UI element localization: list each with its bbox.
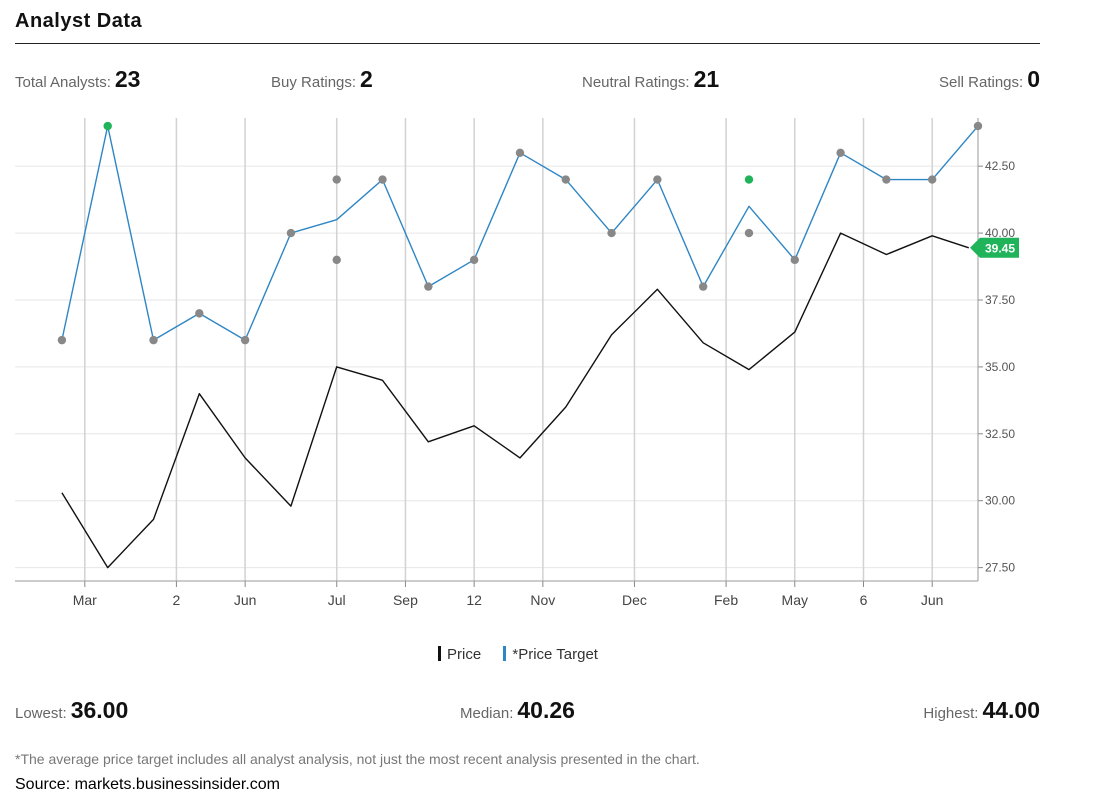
legend-swatch-price xyxy=(438,646,441,661)
neutral-rating-point xyxy=(332,255,341,265)
highest-label: Highest: xyxy=(923,705,979,722)
x-tick-label: Nov xyxy=(530,592,555,608)
neutral-rating-point xyxy=(286,228,296,238)
median-value: 40.26 xyxy=(517,697,575,723)
sell-ratings-value: 0 xyxy=(1027,66,1040,92)
x-tick-label: Feb xyxy=(714,592,738,608)
neutral-rating-point xyxy=(882,175,891,184)
buy-rating-point xyxy=(744,175,754,184)
lowest-value: 36.00 xyxy=(70,697,129,723)
badge-layer: 39.45 xyxy=(970,237,1019,258)
neutral-rating-point xyxy=(424,282,433,291)
current-price-badge xyxy=(970,237,1019,258)
neutral-rating-point xyxy=(561,175,570,184)
y-tick-label: 40.00 xyxy=(985,226,1015,240)
current-price-label: 39.45 xyxy=(985,241,1015,255)
median-stat: Median: 40.26 xyxy=(460,697,575,724)
x-tick-label: May xyxy=(782,592,808,608)
total-analysts-stat: Total Analysts: 23 xyxy=(15,66,140,93)
x-tick-label: Sep xyxy=(393,592,418,608)
total-analysts-value: 23 xyxy=(114,66,141,92)
y-tick-label: 27.50 xyxy=(985,561,1015,575)
analyst-chart: 27.50 30.00 32.50 35.00 37.50 40.00 42.50 Mar 2 J… xyxy=(15,118,1019,608)
neutral-rating-point xyxy=(469,255,479,265)
y-tick-label: 30.00 xyxy=(985,494,1015,508)
neutral-rating-point xyxy=(515,148,525,157)
buy-rating-point xyxy=(103,121,112,131)
neutral-rating-point xyxy=(927,175,937,184)
legend-label-price-target: *Price Target xyxy=(512,646,598,663)
x-tick-label: Jun xyxy=(921,592,944,608)
sell-ratings-label: Sell Ratings: xyxy=(938,74,1024,91)
median-label: Median: xyxy=(460,705,514,722)
neutral-rating-point xyxy=(332,175,341,184)
neutral-rating-point xyxy=(607,228,616,238)
price-line xyxy=(61,232,970,569)
x-tick-label: 6 xyxy=(860,592,868,608)
y-tick-label: 37.50 xyxy=(985,293,1015,307)
line-layer xyxy=(61,125,979,569)
neutral-rating-point xyxy=(653,175,662,184)
y-tick-label: 35.00 xyxy=(985,360,1015,374)
x-tick-label: Jun xyxy=(234,592,257,608)
sell-ratings-stat: Sell Ratings: 0 xyxy=(939,66,1040,93)
legend-label-price: Price xyxy=(447,646,482,663)
footnote: *The average price target includes all a… xyxy=(15,751,700,767)
neutral-rating-point xyxy=(698,282,708,291)
neutral-ratings-value: 21 xyxy=(693,66,720,92)
buy-ratings-stat: Buy Ratings: 2 xyxy=(271,66,373,93)
source-text: Source: markets.businessinsider.com xyxy=(15,776,280,793)
neutral-rating-point xyxy=(973,121,983,131)
x-tick-label: Dec xyxy=(622,592,647,608)
legend-item-price[interactable]: Price xyxy=(438,646,481,663)
neutral-rating-point xyxy=(195,309,204,318)
neutral-ratings-stat: Neutral Ratings: 21 xyxy=(582,66,719,93)
grid-layer xyxy=(15,118,978,581)
neutral-rating-point xyxy=(836,148,845,157)
buy-ratings-label: Buy Ratings: xyxy=(271,74,357,91)
lowest-label: Lowest: xyxy=(15,705,67,722)
dot-layer xyxy=(57,121,983,345)
y-tick-label: 42.50 xyxy=(985,159,1015,173)
buy-ratings-value: 2 xyxy=(360,66,373,92)
x-tick-label: 2 xyxy=(173,592,181,608)
x-tick-label: Jul xyxy=(328,592,346,608)
chart-legend: Price *Price Target xyxy=(438,646,616,663)
x-tick-label: Mar xyxy=(73,592,97,608)
title-divider xyxy=(15,43,1040,44)
y-tick-label: 32.50 xyxy=(985,427,1015,441)
total-analysts-label: Total Analysts: xyxy=(15,74,111,91)
neutral-rating-point xyxy=(744,228,754,238)
legend-swatch-price-target xyxy=(503,646,507,661)
x-tick-label: 12 xyxy=(466,592,482,608)
neutral-rating-point xyxy=(57,335,67,345)
page-title: Analyst Data xyxy=(15,10,143,32)
highest-value: 44.00 xyxy=(982,697,1040,723)
neutral-ratings-label: Neutral Ratings: xyxy=(582,74,690,91)
neutral-rating-point xyxy=(790,255,799,265)
neutral-rating-point xyxy=(240,335,250,345)
neutral-rating-point xyxy=(149,335,158,345)
legend-item-price-target[interactable]: *Price Target xyxy=(503,646,598,663)
lowest-stat: Lowest: 36.00 xyxy=(15,697,128,724)
neutral-rating-point xyxy=(378,175,387,184)
highest-stat: Highest: 44.00 xyxy=(923,697,1040,724)
axis-layer: 27.50 30.00 32.50 35.00 37.50 40.00 42.50 Mar 2 J… xyxy=(15,118,1015,608)
